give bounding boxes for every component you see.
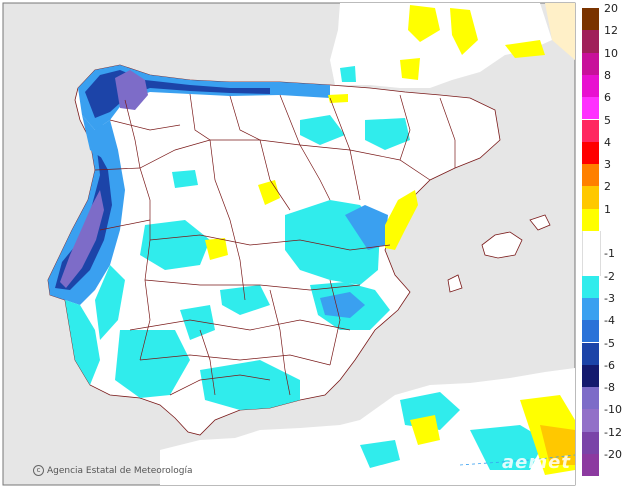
color-legend: 20 12 10 8 6 5 4 3 2 1 -1 -2 -3 -4 -5 -6 -8 -10 -12 -20	[580, 3, 630, 478]
anomaly-map	[2, 2, 576, 486]
legend-label: 12	[604, 24, 618, 38]
legend-swatch	[582, 231, 601, 254]
aemet-logo: aemet	[502, 452, 571, 473]
legend-label: 6	[604, 91, 611, 105]
legend-label: 1	[604, 202, 611, 216]
anomaly-patch-positive	[450, 8, 478, 55]
legend-swatch	[582, 186, 599, 209]
legend-swatch	[582, 74, 599, 98]
anomaly-patch-positive	[505, 40, 545, 58]
anomaly-patch-positive	[328, 94, 348, 103]
legend-label: -5	[604, 336, 615, 350]
balearic-islands	[481, 231, 523, 259]
anomaly-band-negative	[82, 115, 118, 160]
anomaly-patch-positive	[385, 190, 418, 250]
anomaly-patch-positive	[540, 425, 575, 465]
anomaly-patch-negative	[470, 425, 545, 470]
legend-swatch	[582, 30, 599, 53]
legend-swatch	[582, 275, 599, 298]
legend-swatch	[582, 320, 599, 343]
legend-label: -6	[604, 358, 615, 372]
copyright-icon: c	[33, 465, 44, 476]
anomaly-patch-negative	[115, 330, 190, 398]
credit-text: Agencia Estatal de Meteorología	[47, 465, 193, 476]
anomaly-patch-negative	[200, 360, 300, 410]
sea-corner	[545, 3, 575, 60]
legend-label: 10	[604, 46, 618, 60]
anomaly-patch-negative	[365, 118, 410, 150]
legend-swatch	[582, 342, 599, 365]
legend-label: 4	[604, 135, 611, 149]
legend-label: -20	[604, 448, 622, 461]
legend-label: -12	[604, 425, 622, 439]
legend-swatch	[582, 8, 599, 31]
legend-swatch	[582, 364, 599, 388]
legend-label: -4	[604, 314, 615, 328]
legend-label: 5	[604, 113, 611, 127]
legend-swatch	[582, 97, 599, 120]
legend-swatch	[582, 208, 599, 231]
anomaly-band-negative	[65, 300, 100, 385]
anomaly-patch-positive	[408, 5, 440, 42]
legend-label: 8	[604, 68, 611, 82]
legend-swatch	[582, 387, 599, 410]
legend-swatch	[582, 164, 599, 187]
legend-label: 20	[604, 2, 618, 15]
legend-swatch	[582, 297, 599, 321]
legend-label: -1	[604, 247, 615, 261]
legend-swatch	[582, 454, 599, 477]
anomaly-patch-positive	[205, 238, 228, 260]
province-borders	[94, 93, 456, 396]
africa-land	[160, 368, 575, 485]
anomaly-patch-negative	[320, 292, 365, 318]
anomaly-patch-positive	[400, 58, 420, 80]
legend-swatch	[582, 253, 601, 276]
legend-swatch	[582, 119, 599, 142]
anomaly-patch-negative	[340, 66, 356, 82]
credit-label: c Agencia Estatal de Meteorología	[33, 465, 193, 476]
anomaly-band-negative	[60, 190, 104, 288]
legend-label: 3	[604, 158, 611, 172]
france-land	[330, 3, 552, 88]
anomaly-patch-negative	[360, 440, 400, 468]
anomaly-band-negative	[115, 70, 148, 110]
legend-label: 2	[604, 180, 611, 194]
legend-label: -2	[604, 269, 615, 283]
anomaly-band-negative	[95, 265, 125, 340]
anomaly-band-negative	[55, 150, 112, 290]
anomaly-patch-negative	[180, 305, 215, 340]
legend-swatch	[582, 141, 599, 165]
anomaly-patch-positive	[410, 415, 440, 445]
legend-label: -3	[604, 291, 615, 305]
legend-label: -10	[604, 403, 622, 417]
anomaly-patch-negative	[140, 220, 210, 270]
legend-swatch	[582, 409, 599, 432]
anomaly-patch-negative	[345, 205, 388, 250]
anomaly-patch-negative	[172, 170, 198, 188]
legend-swatch	[582, 431, 599, 454]
anomaly-patch-negative	[300, 115, 345, 145]
legend-swatch	[582, 52, 599, 75]
legend-label: -8	[604, 381, 615, 395]
